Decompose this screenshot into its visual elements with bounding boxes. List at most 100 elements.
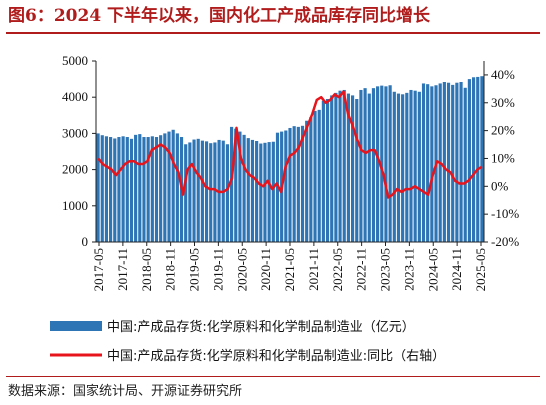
right-tick-label: 40%	[491, 67, 515, 82]
inventory-bar	[154, 137, 159, 242]
x-tick-label: 2024-11	[449, 248, 464, 291]
inventory-bar	[242, 134, 246, 242]
inventory-bar	[451, 84, 455, 242]
inventory-bar	[446, 82, 451, 242]
inventory-bar	[376, 86, 380, 242]
inventory-bar	[459, 82, 463, 242]
bar-series	[96, 76, 484, 243]
inventory-bar	[271, 141, 275, 242]
inventory-bar	[388, 85, 392, 242]
inventory-bar	[167, 131, 171, 242]
inventory-bar	[150, 136, 154, 242]
legend-bar-label: 中国:产成品存货:化学原料和化学制品制造业（亿元）	[107, 319, 415, 335]
right-tick-label: 0%	[491, 178, 509, 193]
x-tick-label: 2023-05	[378, 248, 393, 291]
inventory-bar	[250, 139, 255, 242]
inventory-bar	[371, 88, 376, 243]
x-tick-label: 2017-11	[115, 248, 130, 291]
inventory-bar	[421, 83, 426, 242]
inventory-bar	[467, 79, 471, 242]
inventory-bar	[342, 89, 346, 243]
inventory-bar	[225, 144, 229, 242]
inventory-bar	[171, 129, 175, 242]
inventory-bar	[351, 95, 355, 242]
inventory-bar	[117, 137, 121, 242]
inventory-bar	[259, 143, 263, 242]
inventory-bar	[409, 89, 413, 243]
inventory-bar	[263, 142, 267, 242]
inventory-bar	[234, 128, 238, 242]
x-tick-label: 2019-05	[187, 248, 202, 291]
inventory-bar	[401, 94, 405, 242]
inventory-bar	[96, 133, 100, 242]
inventory-bar	[142, 137, 146, 242]
right-tick-label: 30%	[491, 95, 515, 110]
x-tick-label: 2023-11	[401, 248, 416, 291]
inventory-bar	[355, 99, 359, 242]
inventory-bar	[209, 143, 213, 242]
right-tick-label: 10%	[491, 150, 515, 165]
inventory-bar	[284, 130, 288, 242]
x-axis-ticks: 2017-05 2017-11 2018-05 2018-11 2019-05 2019-…	[91, 242, 488, 291]
inventory-bar	[146, 137, 150, 242]
inventory-bar	[184, 144, 188, 242]
inventory-bar	[246, 138, 250, 242]
inventory-bar	[305, 120, 309, 242]
inventory-bar	[392, 91, 396, 243]
inventory-bar	[317, 109, 321, 243]
x-tick-label: 2020-11	[258, 248, 273, 291]
x-tick-label: 2020-05	[234, 248, 249, 291]
inventory-bar	[230, 126, 234, 242]
inventory-bar	[109, 137, 113, 242]
source-note: 数据来源：国家统计局、开源证券研究所	[8, 384, 243, 399]
inventory-bar	[300, 125, 305, 242]
inventory-bar	[175, 133, 179, 242]
inventory-bar	[292, 126, 296, 242]
right-tick-label: -10%	[491, 206, 519, 221]
inventory-bar	[338, 90, 342, 243]
left-tick-label: 5000	[62, 53, 88, 68]
inventory-bar	[426, 84, 430, 242]
inventory-bar	[380, 85, 384, 243]
inventory-bar	[480, 76, 484, 242]
inventory-bar	[430, 86, 434, 242]
inventory-bar	[121, 136, 125, 242]
bottom-rule	[6, 376, 540, 377]
inventory-bar	[309, 117, 313, 242]
inventory-bar	[125, 137, 129, 242]
yoy-line	[97, 90, 483, 199]
left-tick-label: 0	[82, 234, 89, 249]
inventory-bar	[163, 133, 167, 242]
inventory-bar	[455, 82, 459, 242]
inventory-bar	[196, 138, 200, 242]
inventory-bar	[200, 140, 204, 242]
right-axis-ticks: -20% -10% 0% 10% 20% 30% 40%	[484, 67, 519, 249]
left-axis-ticks: 0 1000 2000 3000 4000 5000	[62, 53, 96, 249]
x-tick-label: 2021-05	[282, 248, 297, 291]
inventory-bar	[413, 90, 417, 243]
inventory-bar	[192, 139, 196, 242]
legend-bar-swatch	[50, 321, 102, 331]
x-tick-label: 2017-05	[91, 248, 106, 291]
inventory-bar	[359, 89, 363, 243]
x-tick-label: 2024-05	[425, 248, 440, 291]
inventory-bar	[417, 91, 421, 243]
right-tick-label: 20%	[491, 123, 515, 138]
x-tick-label: 2019-11	[210, 248, 225, 291]
inventory-bar	[255, 141, 259, 242]
inventory-bar	[405, 92, 409, 242]
left-tick-label: 2000	[62, 162, 88, 177]
left-tick-label: 4000	[62, 89, 88, 104]
inventory-bar	[113, 138, 117, 242]
inventory-bar	[100, 135, 104, 242]
inventory-bar	[267, 142, 271, 242]
inventory-bar	[346, 93, 350, 242]
inventory-bar	[104, 136, 109, 242]
x-tick-label: 2025-05	[473, 248, 488, 291]
inventory-bar	[384, 86, 388, 242]
x-tick-label: 2022-05	[330, 248, 345, 291]
inventory-bar	[313, 110, 317, 243]
legend: 中国:产成品存货:化学原料和化学制品制造业（亿元） 中国:产成品存货:化学原料和…	[50, 319, 445, 364]
x-tick-label: 2018-05	[139, 248, 154, 291]
